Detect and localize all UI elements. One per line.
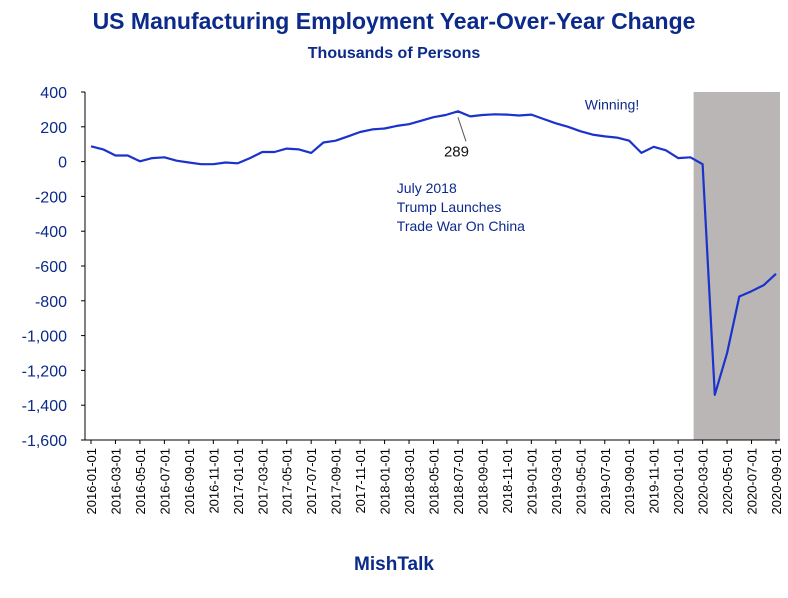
x-tick-label: 2018-11-01 [500, 448, 515, 514]
x-tick-label: 2018-03-01 [402, 448, 417, 515]
x-tick-label: 2016-03-01 [108, 448, 123, 515]
y-tick-label: -400 [35, 224, 67, 241]
chart-annotation: Trade War On China [397, 218, 525, 234]
x-tick-label: 2016-09-01 [182, 448, 197, 515]
y-tick-label: -1,000 [22, 329, 67, 346]
x-tick-label: 2017-09-01 [329, 448, 344, 515]
y-tick-label: -1,600 [22, 433, 67, 450]
x-tick-label: 2019-03-01 [549, 448, 564, 515]
x-tick-label: 2016-07-01 [157, 448, 172, 515]
series-line [90, 110, 777, 396]
chart-subtitle: Thousands of Persons [307, 45, 481, 62]
x-tick-label: 2020-05-01 [720, 448, 735, 515]
chart-annotation: Trump Launches [397, 199, 502, 215]
y-tick-label: 0 [58, 155, 67, 172]
y-tick-label: -1,200 [22, 363, 67, 380]
x-tick-label: 2017-01-01 [231, 448, 246, 515]
x-tick-label: 2018-09-01 [475, 448, 490, 515]
y-tick-label: -800 [35, 294, 67, 311]
recession-shade [693, 92, 780, 440]
x-tick-label: 2016-11-01 [206, 448, 221, 514]
chart-title: US Manufacturing Employment Year-Over-Ye… [92, 8, 696, 34]
y-tick-label: -200 [35, 189, 67, 206]
x-tick-label: 2016-05-01 [133, 448, 148, 515]
x-tick-label: 2019-09-01 [622, 448, 637, 515]
y-tick-label: 200 [40, 120, 67, 137]
x-tick-label: 2019-05-01 [573, 448, 588, 515]
x-tick-label: 2018-05-01 [427, 448, 442, 515]
x-tick-label: 2017-03-01 [255, 448, 270, 515]
x-tick-label: 2019-01-01 [524, 448, 539, 515]
y-tick-label: -600 [35, 259, 67, 276]
x-tick-label: 2019-07-01 [598, 448, 613, 515]
chart-annotation: July 2018 [397, 180, 457, 196]
x-tick-label: 2018-01-01 [378, 448, 393, 515]
x-tick-label: 2020-01-01 [671, 448, 686, 515]
x-tick-label: 2019-11-01 [647, 448, 662, 514]
x-tick-label: 2017-11-01 [353, 448, 368, 514]
brand-footer: MishTalk [354, 554, 434, 575]
chart-annotation: Winning! [585, 96, 639, 112]
x-tick-label: 2018-07-01 [451, 448, 466, 515]
x-tick-label: 2020-03-01 [696, 448, 711, 515]
y-tick-label: -1,400 [22, 398, 67, 415]
x-tick-label: 2020-09-01 [769, 448, 784, 515]
peak-callout-line [457, 117, 467, 142]
x-tick-label: 2017-05-01 [280, 448, 295, 515]
x-tick-label: 2016-01-01 [84, 448, 99, 515]
chart-annotation: 289 [444, 143, 469, 160]
x-tick-label: 2017-07-01 [304, 448, 319, 515]
y-tick-label: 400 [40, 85, 67, 102]
x-tick-label: 2020-07-01 [745, 448, 760, 515]
